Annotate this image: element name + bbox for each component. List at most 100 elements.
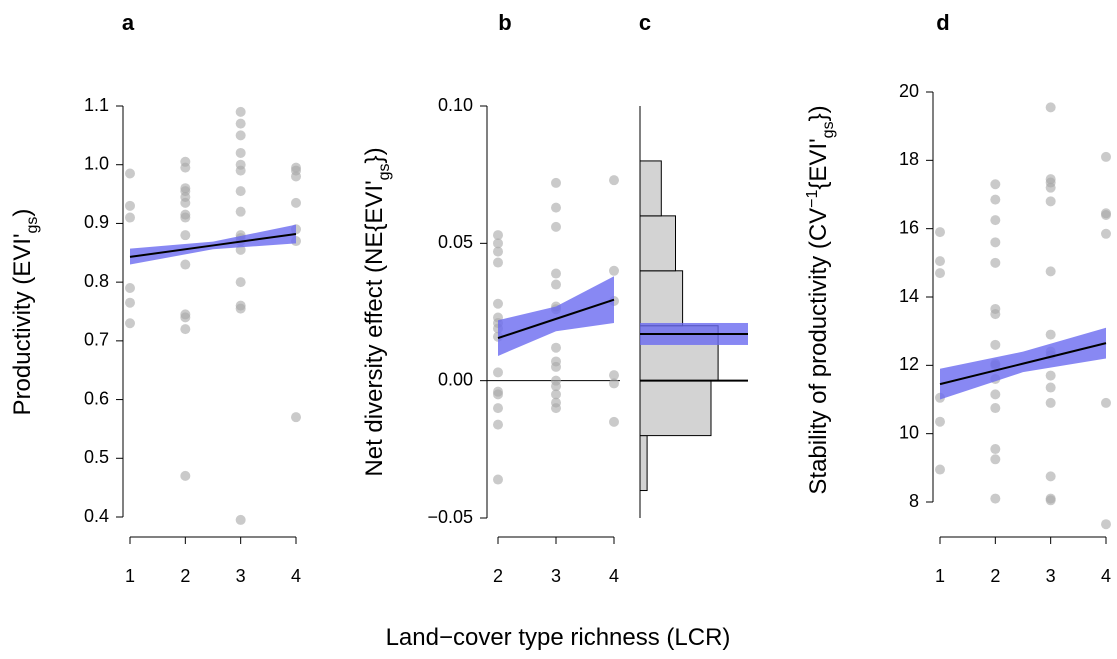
point (609, 265, 619, 276)
point (1045, 182, 1056, 193)
x-tick-label: 4 (609, 566, 619, 586)
point (990, 389, 1001, 400)
point (493, 230, 503, 241)
y-tick-label: 16 (899, 217, 919, 237)
histogram-bar (639, 435, 648, 492)
y-tick-label: −0.05 (427, 507, 473, 527)
y-axis-label-part: }) (361, 147, 388, 163)
y-axis-label-part: Net diversity effect (NE{EVI' (361, 180, 388, 476)
y-axis-label-part: {EVI' (805, 138, 832, 189)
y-tick-label: 0.5 (84, 447, 109, 467)
point (609, 175, 619, 186)
panel-letter: b (498, 10, 511, 35)
point (1045, 196, 1056, 207)
point (180, 324, 191, 335)
point (935, 416, 945, 427)
point (1101, 151, 1111, 162)
point (1045, 329, 1056, 340)
y-tick-label: 10 (899, 422, 919, 442)
point (551, 268, 561, 279)
point (609, 378, 619, 389)
y-axis-label-part: gs (24, 217, 41, 234)
y-tick-label: 0.10 (438, 95, 473, 115)
point (551, 389, 561, 400)
point (1045, 471, 1056, 482)
confidence-band (498, 276, 614, 356)
point (990, 493, 1001, 504)
point (551, 403, 561, 414)
point (180, 197, 191, 208)
point (990, 444, 1001, 455)
point (235, 130, 246, 141)
point (609, 370, 619, 381)
point (1045, 266, 1056, 277)
point (935, 464, 945, 475)
point (180, 212, 191, 223)
point (990, 215, 1001, 226)
x-tick-label: 3 (1046, 566, 1056, 586)
point (125, 168, 135, 179)
y-tick-label: 18 (899, 149, 919, 169)
y-tick-label: 20 (899, 81, 919, 101)
point (235, 277, 246, 288)
y-axis-label-part: }) (805, 105, 832, 121)
point (235, 118, 246, 129)
fit-line (497, 298, 615, 340)
point (493, 246, 503, 257)
point (180, 312, 191, 323)
point (180, 230, 191, 241)
y-tick-label: 1.1 (84, 95, 109, 115)
point (125, 200, 135, 211)
y-tick-label: 0.00 (438, 369, 473, 389)
fit-line (939, 342, 1107, 386)
point (990, 403, 1001, 414)
point (1045, 370, 1056, 381)
point (291, 171, 301, 182)
point (125, 318, 135, 329)
point (551, 202, 561, 213)
x-tick-label: 1 (935, 566, 945, 586)
point (1101, 519, 1111, 530)
point (935, 227, 945, 238)
panel-letter: d (936, 10, 949, 35)
y-tick-label: 0.8 (84, 271, 109, 291)
point (180, 162, 191, 173)
point (291, 412, 301, 423)
x-tick-label: 1 (125, 566, 135, 586)
point (180, 470, 191, 481)
point (551, 221, 561, 232)
point (990, 194, 1001, 205)
point (235, 147, 246, 158)
y-tick-label: 0.4 (84, 506, 109, 526)
point (291, 197, 301, 208)
point (990, 309, 1001, 320)
x-tick-label: 2 (180, 566, 190, 586)
point (935, 268, 945, 279)
point (235, 514, 246, 525)
y-tick-label: 1.0 (84, 153, 109, 173)
y-tick-label: 14 (899, 286, 919, 306)
point (493, 389, 503, 400)
y-axis-label-part: gs (376, 163, 393, 180)
point (493, 403, 503, 414)
x-axis-label: Land−cover type richness (LCR) (386, 624, 731, 651)
point (1045, 102, 1056, 113)
point (493, 298, 503, 309)
point (235, 165, 246, 176)
x-tick-label: 2 (990, 566, 1000, 586)
point (125, 212, 135, 223)
point (493, 367, 503, 378)
histogram-bar (639, 215, 676, 272)
point (235, 206, 246, 217)
point (1101, 397, 1111, 408)
histogram-bar (639, 380, 712, 437)
y-axis-label-part: gs (820, 121, 837, 138)
point (935, 256, 945, 267)
point (1045, 495, 1056, 506)
point (1101, 228, 1111, 239)
y-axis-label: Net diversity effect (NE{EVI'gs}) (361, 147, 393, 476)
y-tick-label: 0.7 (84, 330, 109, 350)
x-tick-label: 3 (236, 566, 246, 586)
point (125, 283, 135, 294)
